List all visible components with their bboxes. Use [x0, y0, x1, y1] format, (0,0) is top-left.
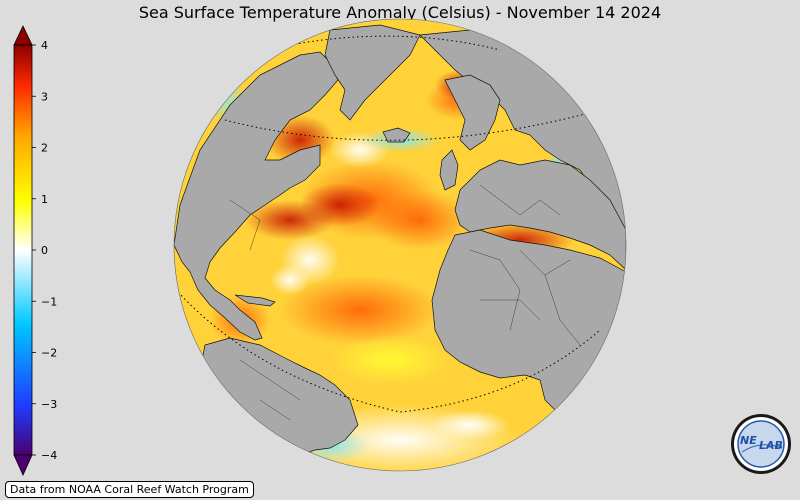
- map-title: Sea Surface Temperature Anomaly (Celsius…: [138, 3, 662, 22]
- logo-text-left: NE: [740, 434, 757, 447]
- colorbar-tick-label: −3: [41, 398, 57, 411]
- colorbar-min-arrow: [13, 454, 33, 476]
- colorbar: 4 3 2 1 0 −1 −2 −3 −4: [13, 25, 57, 476]
- logo-text-right: LAB: [759, 439, 783, 452]
- country-borders: [229, 184, 581, 421]
- colorbar-tick-label: 4: [41, 39, 48, 52]
- colorbar-tick-label: 3: [41, 90, 48, 103]
- iceland: [382, 127, 411, 143]
- colorbar-tick-label: 1: [41, 193, 48, 206]
- data-credit-label: Data from NOAA Coral Reef Watch Program: [5, 481, 254, 498]
- logo-globe: [737, 420, 785, 468]
- logo-globe-line: [741, 444, 783, 453]
- greenland: [324, 24, 421, 121]
- british-isles: [439, 149, 459, 191]
- colorbar-tick-label: −4: [41, 449, 57, 462]
- colorbar-tick-label: −2: [41, 347, 57, 360]
- globe-outline: [173, 18, 627, 472]
- colorbar-tick-label: 2: [41, 142, 48, 155]
- latitude-lines: [177, 35, 601, 413]
- colorbar-tick-label: 0: [41, 244, 48, 257]
- scandinavia: [444, 74, 501, 151]
- north-america: [174, 51, 339, 341]
- caribbean-islands: [234, 294, 276, 307]
- africa: [431, 229, 626, 421]
- colorbar-tick-label: −1: [41, 295, 57, 308]
